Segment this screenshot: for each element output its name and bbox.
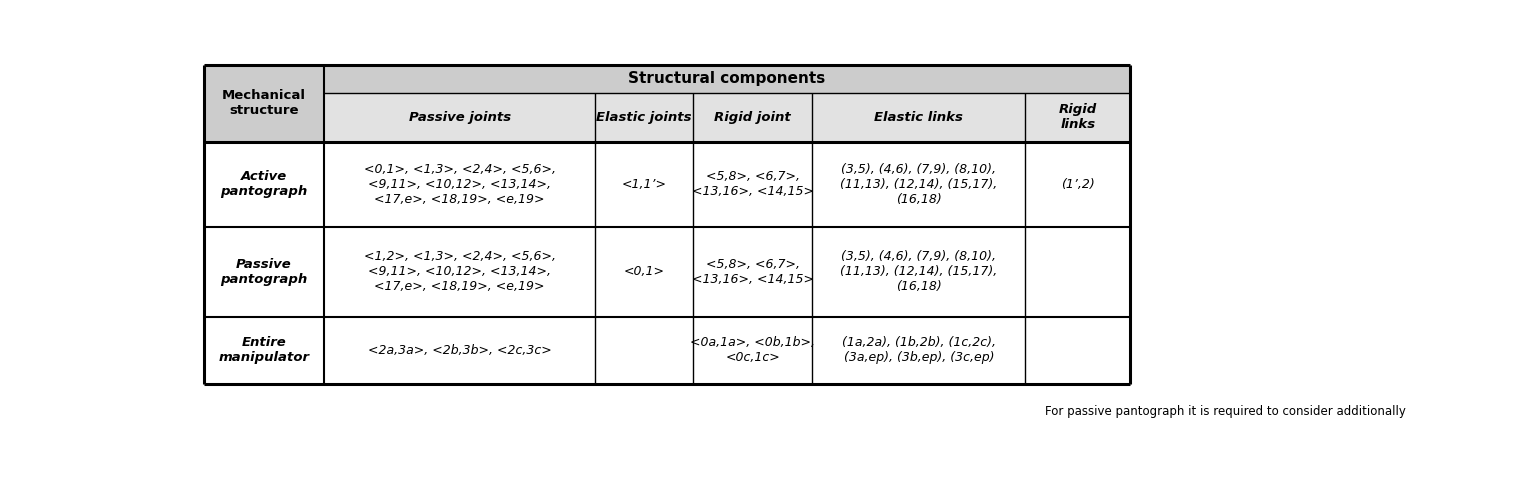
Text: <5,8>, <6,7>,
<13,16>, <14,15>: <5,8>, <6,7>, <13,16>, <14,15> bbox=[692, 258, 814, 286]
Text: Active
pantograph: Active pantograph bbox=[220, 171, 308, 198]
Text: For passive pantograph it is required to consider additionally: For passive pantograph it is required to… bbox=[1044, 405, 1406, 418]
Bar bbox=[205, 65, 325, 142]
Text: <5,8>, <6,7>,
<13,16>, <14,15>: <5,8>, <6,7>, <13,16>, <14,15> bbox=[692, 171, 814, 198]
Text: Rigid
links: Rigid links bbox=[1058, 103, 1097, 131]
Text: Elastic links: Elastic links bbox=[875, 111, 963, 124]
Text: <2a,3a>, <2b,3b>, <2c,3c>: <2a,3a>, <2b,3b>, <2c,3c> bbox=[368, 344, 552, 357]
Text: (1a,2a), (1b,2b), (1c,2c),
(3a,ep), (3b,ep), (3c,ep): (1a,2a), (1b,2b), (1c,2c), (3a,ep), (3b,… bbox=[841, 336, 995, 364]
Text: Elastic joints: Elastic joints bbox=[597, 111, 692, 124]
Text: Entire
manipulator: Entire manipulator bbox=[218, 336, 309, 364]
Text: <0a,1a>, <0b,1b>,
<0c,1c>: <0a,1a>, <0b,1b>, <0c,1c> bbox=[691, 336, 815, 364]
Bar bbox=[205, 65, 1130, 384]
Text: (3,5), (4,6), (7,9), (8,10),
(11,13), (12,14), (15,17),
(16,18): (3,5), (4,6), (7,9), (8,10), (11,13), (1… bbox=[840, 250, 998, 293]
Text: <0,1>: <0,1> bbox=[623, 265, 664, 278]
Text: (1’,2): (1’,2) bbox=[1061, 178, 1095, 191]
Text: Passive joints: Passive joints bbox=[409, 111, 511, 124]
Text: <0,1>, <1,3>, <2,4>, <5,6>,
<9,11>, <10,12>, <13,14>,
<17,e>, <18,19>, <e,19>: <0,1>, <1,3>, <2,4>, <5,6>, <9,11>, <10,… bbox=[363, 163, 555, 206]
Text: <1,2>, <1,3>, <2,4>, <5,6>,
<9,11>, <10,12>, <13,14>,
<17,e>, <18,19>, <e,19>: <1,2>, <1,3>, <2,4>, <5,6>, <9,11>, <10,… bbox=[363, 250, 555, 293]
Text: Passive
pantograph: Passive pantograph bbox=[220, 258, 308, 286]
Bar bbox=[325, 93, 1130, 142]
Text: Rigid joint: Rigid joint bbox=[714, 111, 791, 124]
Bar bbox=[325, 65, 1130, 93]
Text: Mechanical
structure: Mechanical structure bbox=[221, 90, 306, 118]
Text: <1,1’>: <1,1’> bbox=[621, 178, 666, 191]
Text: Structural components: Structural components bbox=[629, 72, 826, 86]
Text: (3,5), (4,6), (7,9), (8,10),
(11,13), (12,14), (15,17),
(16,18): (3,5), (4,6), (7,9), (8,10), (11,13), (1… bbox=[840, 163, 998, 206]
